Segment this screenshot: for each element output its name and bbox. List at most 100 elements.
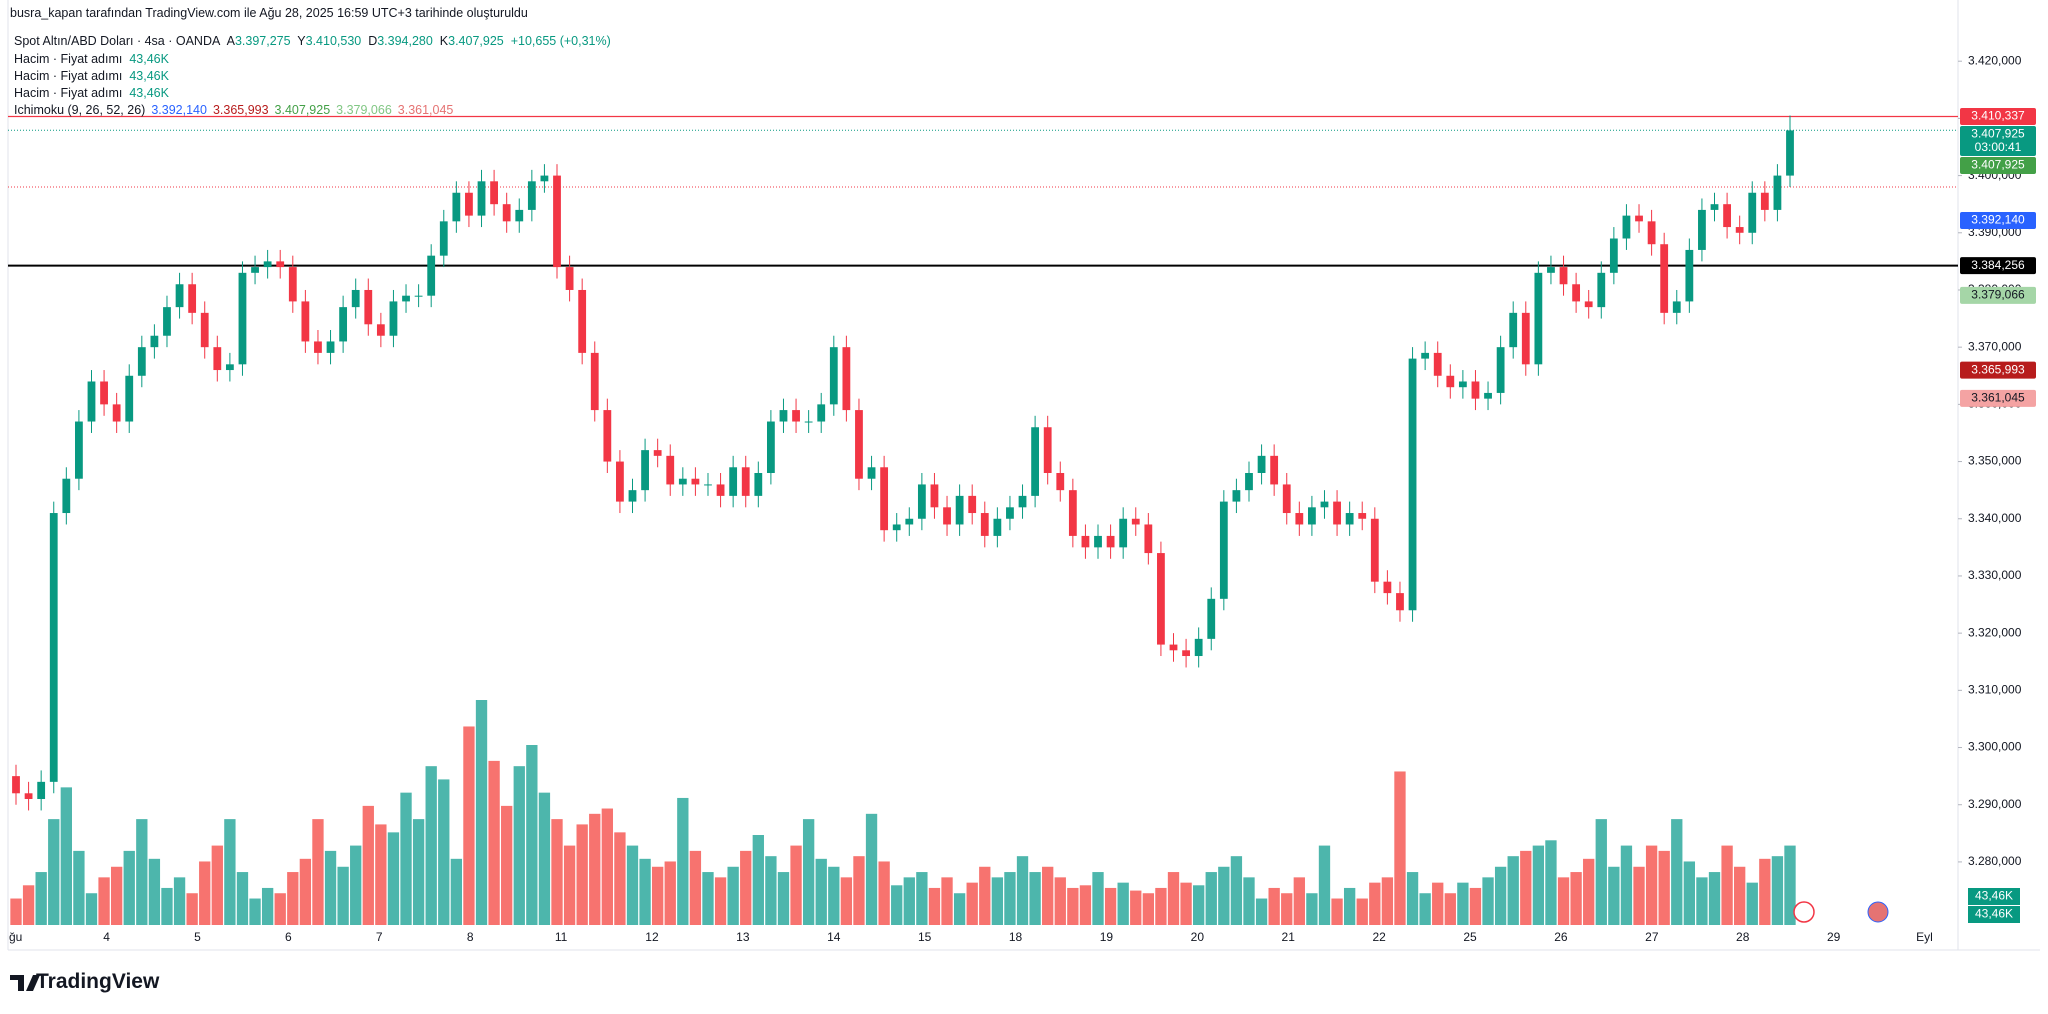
volume-bar: [1532, 845, 1545, 925]
candle-body: [477, 181, 486, 216]
ohlc-value: 3.410,530: [305, 34, 362, 48]
candle-body: [301, 301, 310, 342]
candle-body: [641, 450, 649, 491]
price-label-box: [1960, 212, 2036, 230]
volume-bar: [714, 877, 727, 925]
volume-bar: [941, 877, 953, 925]
candle-body: [1685, 249, 1694, 302]
price-label: 3.392,140: [1971, 213, 2025, 227]
x-tick-label: 29: [1827, 930, 1841, 944]
logo-text: TradingView: [36, 970, 160, 993]
candle-body: [867, 467, 876, 479]
volume-bar: [73, 850, 85, 925]
candle-body: [917, 484, 926, 519]
volume-bar: [614, 832, 626, 925]
price-label: 3.407,925: [1971, 158, 2025, 172]
volume-bar: [1507, 856, 1519, 925]
volume-bar: [1318, 845, 1331, 925]
ohlc-key: K: [439, 34, 449, 48]
candle-body: [1257, 455, 1266, 473]
ohlc-value: 3.397,275: [234, 34, 291, 48]
candle-body: [741, 467, 750, 496]
x-tick-label: 11: [555, 930, 568, 944]
candle-body: [553, 175, 561, 268]
y-tick-label: 3.310,000: [1968, 683, 2022, 697]
volume-bar: [337, 866, 349, 925]
change: +10,655 (+0,31%): [510, 34, 611, 48]
volume-bar: [1759, 858, 1771, 925]
volume-bar: [261, 887, 274, 925]
y-tick-label: 3.340,000: [1968, 511, 2022, 525]
volume-bar: [1721, 845, 1733, 925]
volume-bar: [224, 819, 236, 925]
volume-bar: [350, 845, 362, 925]
volume-bar: [1545, 840, 1557, 925]
candle-body: [527, 181, 536, 210]
candle-body: [213, 347, 222, 371]
price-label: 3.379,066: [1971, 287, 2025, 301]
candle-body: [1282, 484, 1291, 514]
volume-bar: [1608, 866, 1620, 925]
volume-bar: [1193, 885, 1205, 925]
volume-bar: [1356, 898, 1368, 925]
volume-bar: [274, 893, 286, 925]
volume-bar: [324, 850, 337, 925]
indicator[interactable]: Hacim · Fiyat adımı 43,46K: [14, 52, 169, 66]
candle-body: [1094, 535, 1102, 548]
volume-bar: [287, 872, 299, 925]
volume-bar: [450, 858, 463, 925]
candle-body: [754, 472, 763, 496]
price-label-box: [1960, 389, 2036, 407]
ohlc-key: D: [368, 34, 378, 48]
candle-body: [1496, 347, 1505, 393]
indicator-value: 43,46K: [129, 69, 169, 83]
volume-bar: [1457, 882, 1469, 925]
volume-bar: [1394, 771, 1406, 925]
candle-body: [1698, 209, 1706, 250]
volume-bar: [1696, 877, 1708, 925]
price-label-box: [1960, 107, 2036, 125]
candle-body: [1786, 130, 1794, 176]
candle-body: [465, 192, 473, 216]
indicator[interactable]: Hacim · Fiyat adımı 43,46K: [14, 86, 169, 100]
volume-bar: [865, 813, 878, 925]
candle-body: [24, 793, 33, 800]
volume-label: 43,46K: [1975, 907, 2013, 921]
volume-bar: [563, 845, 576, 925]
volume-bar: [1142, 893, 1155, 925]
y-tick-label: 3.350,000: [1968, 454, 2022, 468]
x-tick-label: 19: [1100, 930, 1114, 944]
volume-bar: [589, 813, 601, 925]
volume-bar: [1218, 866, 1230, 925]
indicator[interactable]: Hacim · Fiyat adımı 43,46K: [14, 69, 169, 83]
volume-bar: [1268, 887, 1280, 925]
y-tick-label: 3.290,000: [1968, 797, 2022, 811]
candle-body: [251, 267, 259, 273]
candle-body: [150, 335, 159, 348]
volume-label: 43,46K: [1975, 889, 2013, 903]
ichimoku-value: 3.407,925: [274, 103, 331, 117]
volume-bar: [400, 792, 412, 925]
candle-body: [1534, 272, 1543, 365]
volume-bar: [979, 866, 991, 925]
volume-bar: [1205, 872, 1217, 925]
candle-body: [892, 524, 901, 531]
volume-bar: [375, 824, 387, 925]
volume-bar: [1645, 845, 1658, 925]
candle-body: [1295, 513, 1304, 525]
indicator-name: Ichimoku (9, 26, 52, 26): [14, 103, 146, 117]
x-tick-label: 26: [1554, 930, 1568, 944]
x-tick-label: 14: [827, 930, 841, 944]
candle-body: [1207, 598, 1216, 639]
candle-body: [1157, 553, 1165, 645]
candle-body: [439, 221, 448, 256]
candle-body: [1559, 267, 1568, 285]
candle-body: [1320, 501, 1329, 508]
volume-label-box: [1968, 906, 2020, 923]
indicator[interactable]: Ichimoku (9, 26, 52, 26) 3.392,140 3.365,9…: [14, 103, 453, 117]
candle-body: [1131, 518, 1140, 525]
candle-body: [62, 478, 71, 514]
candle-body: [678, 478, 687, 485]
volume-bar: [1633, 866, 1645, 925]
candle-body: [100, 381, 108, 405]
